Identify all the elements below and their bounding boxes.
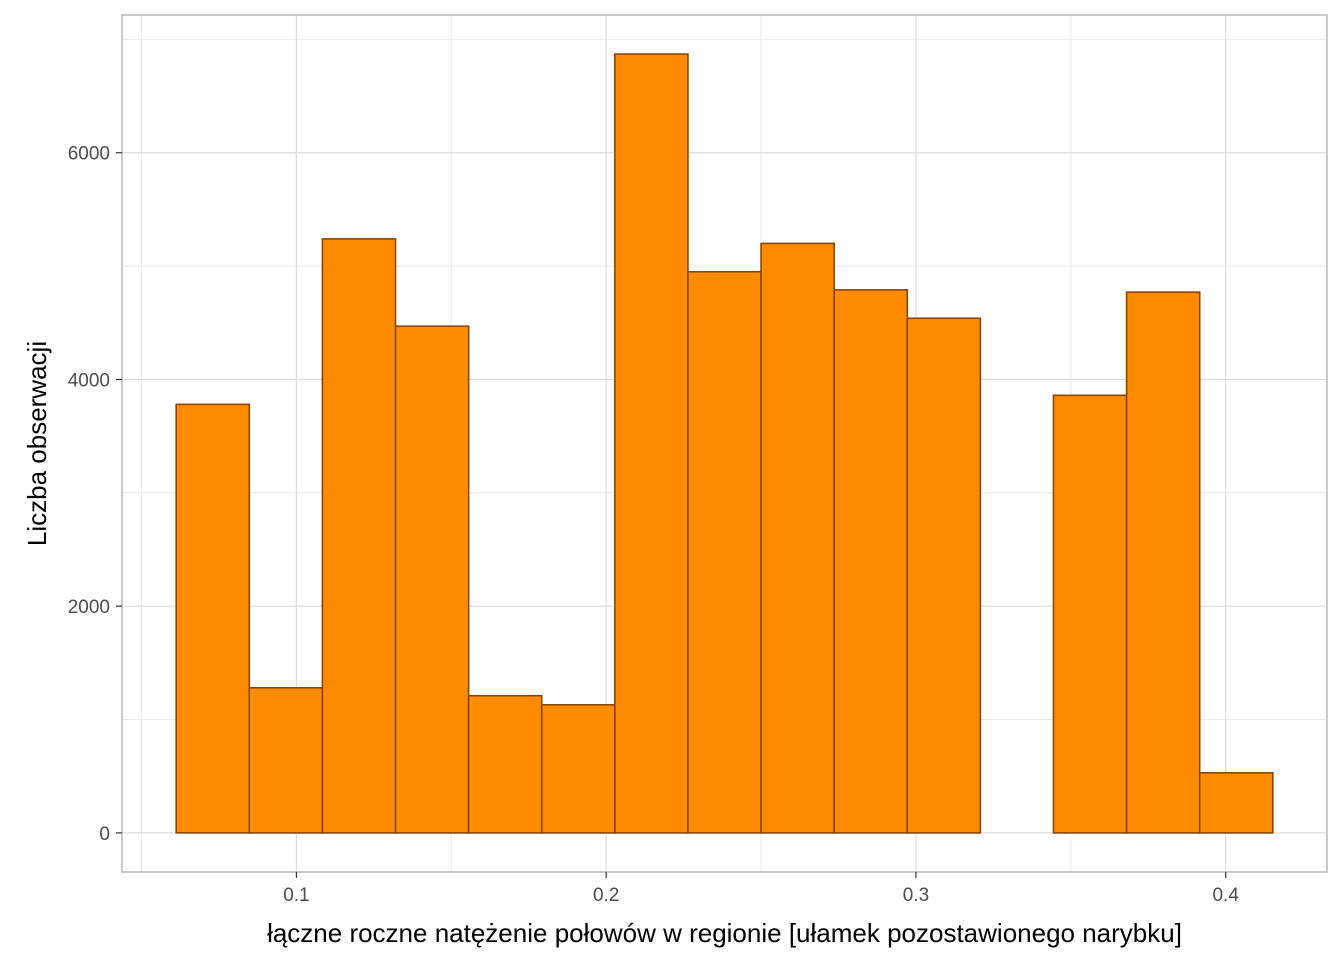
histogram-bar bbox=[1052, 394, 1128, 834]
x-tick-label: 0.3 bbox=[903, 885, 929, 906]
histogram-bar bbox=[321, 238, 397, 834]
histogram-bar bbox=[1198, 772, 1274, 834]
histogram-bar bbox=[394, 325, 470, 834]
histogram-bars bbox=[175, 53, 1274, 834]
histogram-bar bbox=[687, 270, 762, 834]
histogram-bar bbox=[833, 289, 909, 834]
y-tick-label: 0 bbox=[99, 824, 110, 845]
y-axis-ticks: 0 2000 4000 6000 bbox=[68, 144, 122, 845]
histogram-bar bbox=[614, 53, 689, 834]
histogram-bar bbox=[906, 317, 982, 834]
histogram-bar bbox=[540, 703, 616, 834]
y-tick-label: 6000 bbox=[68, 144, 110, 165]
x-axis-ticks: 0.1 0.2 0.3 0.4 bbox=[283, 872, 1239, 906]
histogram-bar bbox=[248, 686, 324, 834]
histogram-bar bbox=[467, 694, 543, 834]
y-axis-title: Liczba obserwacji bbox=[22, 341, 52, 546]
histogram-bar bbox=[1125, 291, 1201, 834]
histogram-bar bbox=[175, 403, 251, 834]
y-tick-label: 4000 bbox=[68, 370, 110, 391]
panel-border bbox=[121, 14, 1328, 873]
x-axis-title: łączne roczne natężenie połowów w region… bbox=[267, 918, 1182, 948]
x-tick-label: 0.4 bbox=[1212, 885, 1239, 906]
histogram-bar bbox=[760, 242, 835, 834]
x-tick-label: 0.2 bbox=[593, 885, 619, 906]
x-tick-label: 0.1 bbox=[283, 885, 309, 906]
y-tick-label: 2000 bbox=[68, 597, 110, 618]
